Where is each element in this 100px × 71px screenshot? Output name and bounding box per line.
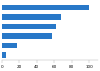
Bar xyxy=(2,5,89,10)
Bar xyxy=(2,33,52,39)
Bar xyxy=(2,24,56,29)
Bar xyxy=(2,14,61,20)
Bar xyxy=(2,43,17,48)
Bar xyxy=(2,52,6,58)
